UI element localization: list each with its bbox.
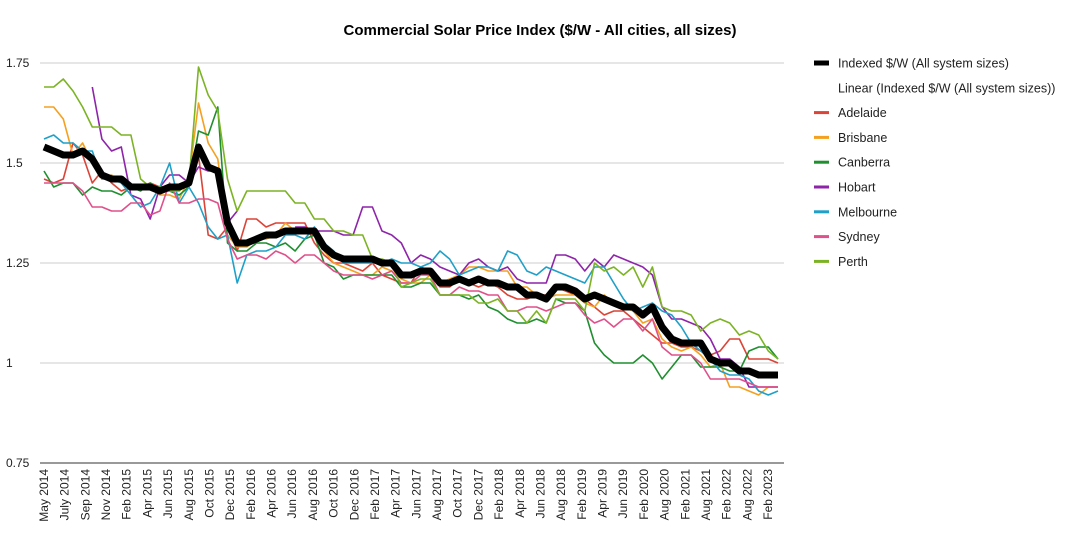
legend-label: Melbourne (838, 205, 897, 219)
x-tick-label: Feb 2020 (637, 469, 651, 520)
x-tick-label: Jun 2019 (616, 469, 630, 519)
series-lines (42, 66, 779, 396)
legend-label: Adelaide (838, 106, 887, 120)
legend-label: Brisbane (838, 131, 887, 145)
x-tick-label: Aug 2017 (430, 469, 444, 521)
series-line-indexed-w-all-system-sizes (42, 143, 778, 379)
legend-label: Hobart (838, 181, 876, 195)
x-tick-label: Feb 2017 (368, 469, 382, 520)
x-tick-label: Feb 2023 (761, 469, 775, 520)
x-tick-label: Aug 2022 (740, 469, 754, 521)
legend-label: Indexed $/W (All system sizes) (838, 57, 1009, 71)
series-line-melbourne (43, 134, 779, 396)
x-tick-label: Dec 2015 (223, 469, 237, 521)
x-tick-label: Nov 2014 (99, 469, 113, 521)
y-axis-ticks: 0.75 1 1.25 1.5 1.75 (6, 56, 30, 470)
legend-label: Linear (Indexed $/W (All system sizes)) (838, 81, 1055, 95)
x-axis-ticks: May 2014 July 2014 Sep 2014 Nov 2014 Feb 201… (37, 469, 775, 522)
x-tick-label: Jun 2017 (409, 469, 423, 519)
x-tick-label: Apr 2018 (513, 469, 527, 518)
x-tick-label: Aug 2021 (699, 469, 713, 521)
x-tick-label: Apr 2017 (389, 469, 403, 518)
x-tick-label: Aug 2016 (306, 469, 320, 521)
x-tick-label: May 2014 (37, 469, 51, 522)
legend: Indexed $/W (All system sizes) Linear (In… (814, 57, 1055, 269)
y-tick-label: 1 (6, 356, 13, 370)
x-tick-label: Apr 2019 (596, 469, 610, 518)
chart-title: Commercial Solar Price Index ($/W - All … (344, 22, 737, 39)
x-tick-label: Oct 2017 (451, 469, 465, 518)
x-tick-label: Aug 2020 (658, 469, 672, 521)
y-tick-label: 1.5 (6, 156, 23, 170)
x-tick-label: Apr 2016 (265, 469, 279, 518)
x-tick-label: Feb 2016 (244, 469, 258, 520)
x-tick-label: Aug 2015 (182, 469, 196, 521)
x-tick-label: Feb 2019 (575, 469, 589, 520)
x-tick-label: Feb 2022 (720, 469, 734, 520)
y-tick-label: 1.75 (6, 56, 30, 70)
legend-label: Perth (838, 255, 868, 269)
x-tick-label: Dec 2017 (471, 469, 485, 521)
legend-label: Sydney (838, 230, 880, 244)
x-tick-label: Oct 2016 (327, 469, 341, 518)
x-tick-label: Aug 2018 (554, 469, 568, 521)
x-tick-label: Dec 2016 (347, 469, 361, 521)
x-tick-label: Feb 2015 (120, 469, 134, 520)
y-tick-label: 0.75 (6, 456, 30, 470)
x-tick-label: July 2014 (58, 469, 72, 521)
x-tick-label: Oct 2015 (202, 469, 216, 518)
x-tick-label: Sep 2014 (78, 469, 92, 521)
x-tick-label: Feb 2018 (492, 469, 506, 520)
series-line-sydney (44, 182, 778, 388)
y-tick-label: 1.25 (6, 256, 30, 270)
legend-label: Canberra (838, 156, 890, 170)
x-tick-label: Jun 2018 (533, 469, 547, 519)
x-tick-label: Jun 2015 (161, 469, 175, 519)
x-tick-label: Jun 2016 (285, 469, 299, 519)
x-tick-label: Apr 2015 (140, 469, 154, 518)
x-tick-label: Feb 2021 (678, 469, 692, 520)
